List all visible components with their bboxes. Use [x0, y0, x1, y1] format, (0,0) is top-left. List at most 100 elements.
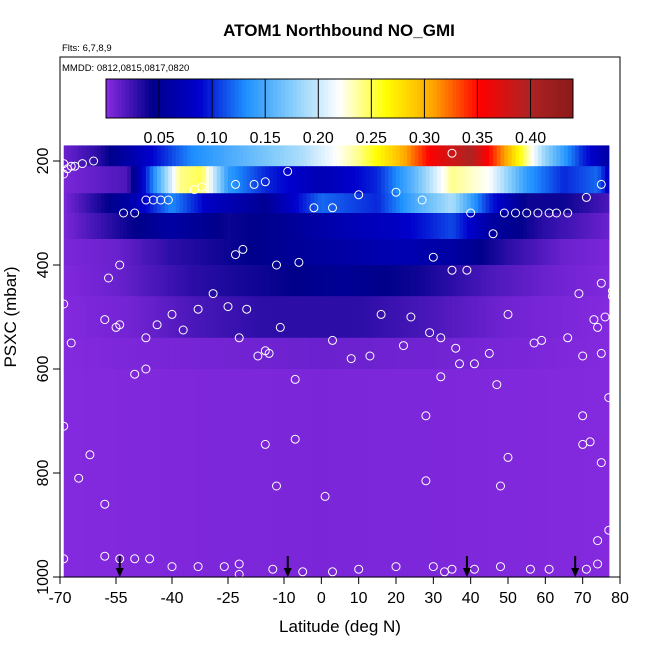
heatmap-cell: [500, 193, 505, 214]
heatmap-cell: [104, 296, 110, 339]
heatmap-cell: [269, 337, 274, 370]
heatmap-cell: [493, 145, 498, 167]
heatmap-cell: [452, 265, 457, 297]
heatmap-cell: [157, 369, 162, 578]
heatmap-cell: [403, 166, 408, 194]
heatmap-cell: [298, 213, 304, 240]
heatmap-cell: [605, 337, 610, 370]
heatmap-cell: [537, 369, 543, 578]
heatmap-cell: [605, 193, 610, 214]
heatmap-cell: [504, 145, 509, 167]
heatmap-cell: [194, 193, 199, 214]
heatmap-cell: [545, 337, 550, 370]
heatmap-cell: [455, 296, 461, 339]
heatmap-cell: [407, 213, 412, 240]
heatmap-cell: [541, 166, 546, 194]
heatmap-cell: [478, 337, 483, 370]
heatmap-cell: [369, 296, 375, 339]
colorbar-segment: [242, 79, 247, 118]
heatmap-cell: [343, 369, 349, 578]
heatmap-cell: [332, 369, 337, 578]
heatmap-cell: [564, 193, 569, 214]
heatmap-cell: [298, 239, 304, 266]
heatmap-cell: [183, 145, 188, 167]
colorbar-segment: [491, 79, 496, 118]
heatmap-cell: [138, 337, 143, 370]
colorbar-tick-label: 0.40: [515, 130, 546, 147]
heatmap-cell: [392, 145, 397, 167]
heatmap-cell: [216, 166, 222, 194]
heatmap-cell: [134, 213, 139, 240]
heatmap-cell: [399, 145, 405, 167]
heatmap-cell: [485, 145, 490, 167]
heatmap-cell: [575, 145, 580, 167]
heatmap-cell: [463, 265, 468, 297]
observation-point: [290, 434, 300, 444]
heatmap-cell: [489, 193, 494, 214]
heatmap-cell: [97, 193, 102, 214]
heatmap-cell: [362, 239, 367, 266]
heatmap-cell: [384, 193, 390, 214]
heatmap-cell: [556, 193, 561, 214]
heatmap-cell: [89, 166, 95, 194]
heatmap-cell: [224, 265, 229, 297]
heatmap-cell: [183, 213, 188, 240]
heatmap-cell: [119, 265, 125, 297]
colorbar-segment: [133, 79, 138, 118]
colorbar-tick-label: 0.35: [462, 130, 493, 147]
heatmap-cell: [403, 296, 408, 339]
heatmap-cell: [481, 239, 487, 266]
heatmap-cell: [295, 265, 300, 297]
heatmap-cell: [220, 213, 225, 240]
heatmap-cell: [310, 265, 315, 297]
heatmap-cell: [250, 193, 255, 214]
heatmap-cell: [213, 265, 218, 297]
heatmap-cell: [422, 369, 427, 578]
heatmap-cell: [545, 145, 550, 167]
observation-point: [469, 359, 479, 369]
observation-point: [145, 554, 155, 564]
observation-point: [77, 159, 87, 169]
heatmap-cell: [403, 145, 408, 167]
heatmap-cell: [336, 213, 341, 240]
heatmap-cell: [586, 337, 591, 370]
heatmap-cell: [336, 239, 341, 266]
heatmap-cell: [183, 193, 188, 214]
heatmap-cell: [284, 265, 289, 297]
heatmap-cell: [86, 265, 91, 297]
heatmap-cell: [291, 239, 296, 266]
colorbar-segment: [452, 79, 457, 118]
heatmap-cell: [354, 239, 360, 266]
heatmap-cell: [537, 166, 543, 194]
heatmap-cell: [358, 166, 363, 194]
heatmap-cell: [575, 213, 580, 240]
heatmap-cell: [74, 369, 80, 578]
heatmap-cell: [377, 265, 382, 297]
heatmap-cell: [295, 166, 300, 194]
colorbar-segment: [495, 79, 500, 118]
heatmap-cell: [396, 239, 401, 266]
heatmap-cell: [526, 166, 531, 194]
heatmap-cell: [272, 265, 278, 297]
heatmap-cell: [302, 166, 307, 194]
heatmap-cell: [526, 239, 531, 266]
heatmap-cell: [552, 296, 558, 339]
heatmap-cell: [567, 337, 573, 370]
heatmap-cell: [373, 296, 378, 339]
heatmap-cell: [325, 265, 330, 297]
colorbar-segment: [366, 79, 372, 118]
heatmap-cell: [172, 265, 177, 297]
heatmap-cell: [347, 296, 352, 339]
heatmap-cell: [433, 193, 438, 214]
heatmap-cell: [429, 166, 434, 194]
heatmap-cell: [325, 166, 330, 194]
heatmap-cell: [295, 145, 300, 167]
heatmap-cell: [82, 166, 87, 194]
heatmap-cell: [332, 265, 337, 297]
observation-point: [436, 372, 446, 382]
heatmap-cell: [407, 239, 412, 266]
heatmap-cell: [168, 166, 173, 194]
heatmap-cell: [201, 239, 207, 266]
heatmap-cell: [366, 239, 371, 266]
